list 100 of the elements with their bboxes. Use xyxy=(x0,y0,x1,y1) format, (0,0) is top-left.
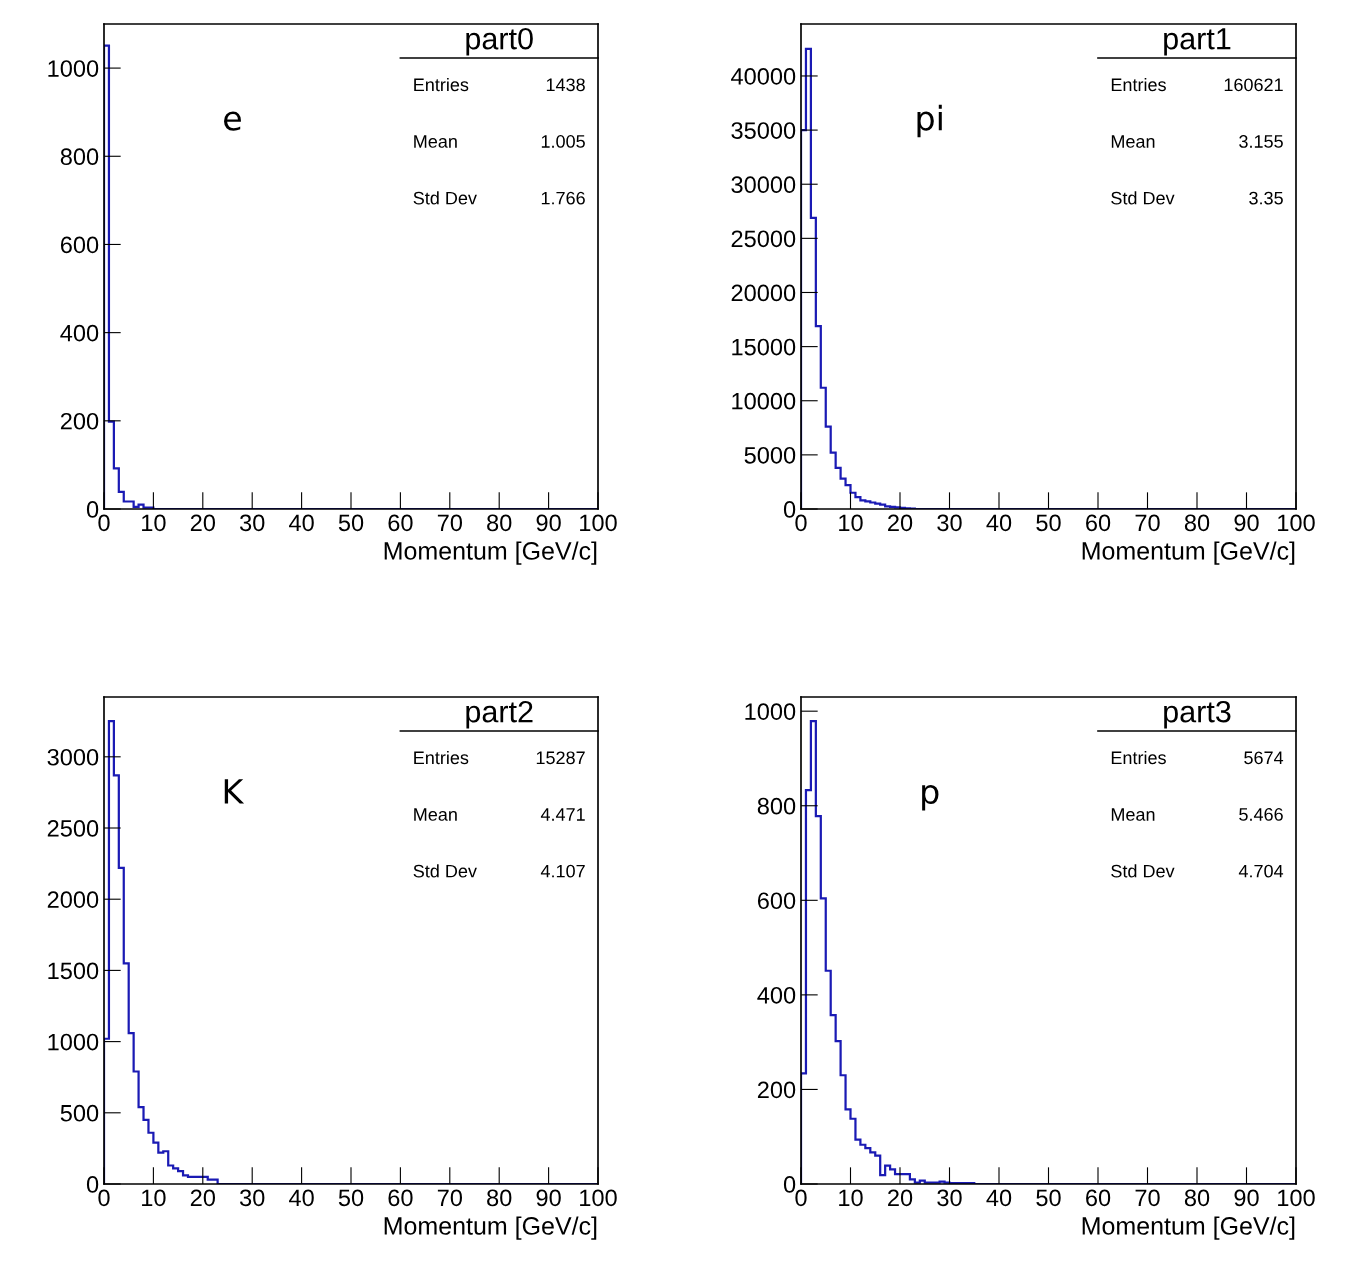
y-tick-label: 2000 xyxy=(47,891,99,908)
x-tick-label: 50 xyxy=(1036,1189,1061,1207)
x-tick-label: 20 xyxy=(190,1189,216,1207)
annotation: 1.766 xyxy=(541,191,585,205)
annotation: pi xyxy=(917,104,942,138)
y-tick-label: 0 xyxy=(783,501,796,518)
y-tick-label: 1000 xyxy=(48,60,99,77)
x-tick-label: 0 xyxy=(795,1189,807,1207)
annotation: 3.35 xyxy=(1249,191,1283,205)
annotation: 3.155 xyxy=(1239,135,1283,148)
annotation: 4.107 xyxy=(540,864,585,878)
annotation: Entries xyxy=(414,77,469,92)
chart-title: part1 xyxy=(1164,28,1231,56)
x-tick-label: 80 xyxy=(1184,514,1210,532)
x-tick-label: 20 xyxy=(888,1189,913,1207)
x-tick-label: 70 xyxy=(1135,1189,1160,1207)
x-tick-label: 0 xyxy=(98,1189,110,1207)
x-tick-label: 90 xyxy=(1234,1189,1259,1207)
x-tick-label: 90 xyxy=(536,1189,561,1207)
annotation: Std Dev xyxy=(413,191,477,205)
x-tick-label: 70 xyxy=(437,514,463,532)
x-tick-label: 30 xyxy=(937,514,962,532)
y-tick-label: 600 xyxy=(757,892,796,910)
y-tick-label: 30000 xyxy=(731,176,796,194)
y-tick-label: 500 xyxy=(60,1104,99,1122)
annotation: Mean xyxy=(1111,808,1155,821)
y-tick-label: 200 xyxy=(757,1081,796,1099)
x-tick-label: 70 xyxy=(1135,514,1160,532)
y-tick-label: 20000 xyxy=(731,284,796,302)
annotation: Entries xyxy=(414,750,469,765)
x-tick-label: 40 xyxy=(986,514,1012,532)
y-tick-label: 1500 xyxy=(48,962,99,980)
annotation: 5.466 xyxy=(1239,808,1283,821)
x-tick-label: 60 xyxy=(1086,514,1111,532)
x-tick-label: 10 xyxy=(839,1189,863,1207)
annotation: Mean xyxy=(414,808,457,821)
x-tick-label: 60 xyxy=(1086,1189,1111,1207)
chart-title: part2 xyxy=(466,700,533,729)
x-tick-label: 20 xyxy=(190,514,216,532)
x-tick-label: 100 xyxy=(580,1189,617,1207)
annotation: 15287 xyxy=(536,751,585,765)
x-tick-label: 30 xyxy=(239,514,265,532)
annotation: Std Dev xyxy=(1111,864,1175,878)
x-tick-label: 30 xyxy=(239,1189,265,1207)
annotation: 160621 xyxy=(1224,78,1283,92)
chart-title: part3 xyxy=(1164,700,1231,729)
x-tick-label: 0 xyxy=(795,514,807,532)
annotation: p xyxy=(922,784,939,811)
y-tick-label: 800 xyxy=(60,148,99,166)
y-tick-label: 40000 xyxy=(731,68,796,85)
y-tick-label: 800 xyxy=(757,797,796,815)
y-tick-label: 0 xyxy=(86,1176,99,1193)
chart-title: part0 xyxy=(466,27,533,56)
y-tick-label: 600 xyxy=(60,236,99,254)
x-tick-label: 60 xyxy=(388,514,413,532)
x-tick-label: 10 xyxy=(839,514,863,532)
x-tick-label: 40 xyxy=(289,514,314,532)
y-tick-label: 0 xyxy=(86,501,99,518)
x-tick-label: 50 xyxy=(338,1189,364,1207)
y-tick-label: 400 xyxy=(60,324,99,342)
x-tick-label: 100 xyxy=(1278,1189,1315,1207)
x-axis-title: Momentum [GeV/c] xyxy=(384,541,597,565)
annotation: K xyxy=(224,779,245,804)
x-tick-label: 70 xyxy=(437,1189,463,1207)
annotation: Std Dev xyxy=(413,864,477,878)
x-axis-title: Momentum [GeV/c] xyxy=(1082,541,1295,565)
x-tick-label: 100 xyxy=(580,514,617,532)
x-tick-label: 50 xyxy=(338,514,364,532)
x-tick-label: 60 xyxy=(388,1189,413,1207)
annotation: 4.704 xyxy=(1238,864,1284,878)
y-tick-label: 25000 xyxy=(731,230,796,248)
x-axis-title: Momentum [GeV/c] xyxy=(384,1216,597,1240)
annotation: 1438 xyxy=(546,78,585,92)
x-tick-label: 0 xyxy=(98,514,110,532)
y-tick-label: 5000 xyxy=(744,446,796,464)
y-tick-label: 35000 xyxy=(731,122,796,139)
annotation: e xyxy=(224,111,241,131)
y-tick-label: 1000 xyxy=(48,1033,99,1051)
x-tick-label: 30 xyxy=(937,1189,962,1207)
annotation: Mean xyxy=(414,135,457,148)
annotation: 5674 xyxy=(1244,751,1284,765)
x-tick-label: 80 xyxy=(487,1189,512,1207)
annotation: Entries xyxy=(1111,77,1166,92)
x-tick-label: 10 xyxy=(142,514,166,532)
x-tick-label: 80 xyxy=(487,514,512,532)
y-tick-label: 3000 xyxy=(47,748,99,766)
y-tick-label: 10000 xyxy=(732,392,796,410)
x-tick-label: 100 xyxy=(1278,514,1315,532)
annotation: 1.005 xyxy=(541,135,585,148)
annotation: Std Dev xyxy=(1111,191,1175,205)
x-tick-label: 50 xyxy=(1036,514,1061,532)
y-tick-label: 15000 xyxy=(732,338,796,356)
x-tick-label: 40 xyxy=(289,1189,314,1207)
x-tick-label: 90 xyxy=(1234,514,1259,532)
x-tick-label: 90 xyxy=(536,514,561,532)
y-tick-label: 400 xyxy=(757,986,796,1004)
y-tick-label: 2500 xyxy=(47,820,99,837)
annotation: 4.471 xyxy=(540,808,585,821)
x-tick-label: 20 xyxy=(888,514,913,532)
y-tick-label: 200 xyxy=(60,412,99,430)
